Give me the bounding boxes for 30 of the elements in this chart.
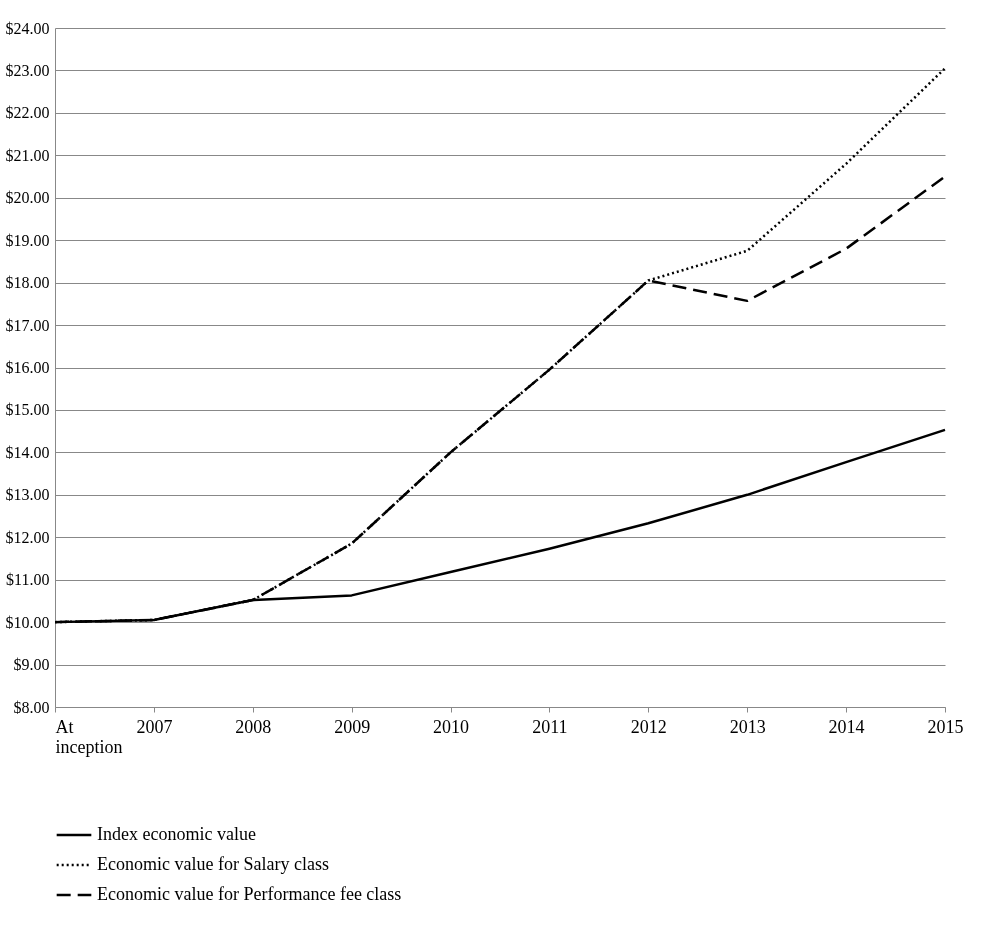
y-tick-label: $10.00 — [5, 613, 50, 631]
y-tick-label: $16.00 — [5, 359, 50, 376]
x-tick-label: 2013 — [729, 716, 766, 737]
y-tick-label: $8.00 — [13, 698, 50, 716]
x-tick-label: 2015 — [927, 716, 964, 737]
y-tick-label: $14.00 — [5, 443, 50, 461]
y-tick-label: $20.00 — [5, 189, 50, 207]
y-tick-label: $21.00 — [5, 146, 50, 164]
x-tick-label: 2008 — [235, 716, 272, 737]
legend-label: Index economic value — [97, 824, 256, 844]
x-tick-label: 2012 — [630, 716, 667, 737]
y-tick-label: $11.00 — [6, 571, 50, 589]
y-tick-label: $12.00 — [5, 528, 50, 546]
x-tick-label: 2009 — [334, 716, 371, 737]
x-tick-label: 2014 — [828, 716, 865, 737]
x-tick-label: 2007 — [136, 716, 173, 737]
y-tick-label: $22.00 — [5, 104, 50, 122]
y-tick-label: $15.00 — [5, 401, 50, 419]
y-tick-label: $9.00 — [13, 656, 50, 674]
x-tick-label: 2011 — [532, 716, 568, 737]
y-tick-label: $13.00 — [5, 486, 50, 504]
y-tick-label: $23.00 — [5, 61, 50, 79]
legend-label: Economic value for Performance fee class — [97, 884, 402, 904]
y-tick-label: $19.00 — [5, 231, 50, 249]
y-tick-label: $17.00 — [5, 316, 50, 334]
legend-label: Economic value for Salary class — [97, 854, 329, 874]
x-tick-label: 2010 — [433, 716, 470, 737]
y-tick-label: $18.00 — [5, 274, 50, 292]
y-tick-label: $24.00 — [5, 19, 50, 37]
x-tick-label: At inception — [55, 716, 123, 757]
